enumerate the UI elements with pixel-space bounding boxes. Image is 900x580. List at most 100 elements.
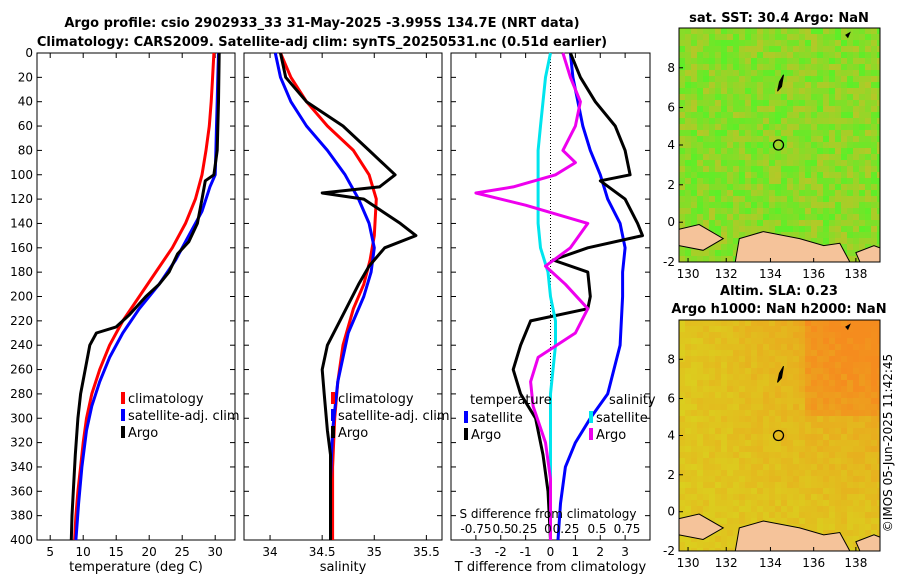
legend-entry: satellite: [596, 411, 648, 426]
y-tick-label: 40: [18, 95, 33, 109]
legend-swatch: [121, 392, 125, 404]
imos-watermark: ©IMOS 05-Jun-2025 11:42:45: [881, 354, 895, 532]
x-tick-label: -1: [520, 545, 532, 559]
x-tick-label: 5: [46, 545, 54, 559]
legend-swatch: [121, 409, 125, 421]
salinity-axis-label: 0: [544, 522, 552, 536]
y-tick-label: 380: [10, 509, 33, 523]
land: [679, 31, 880, 262]
legend-swatch: [331, 426, 335, 438]
series-argo: [69, 52, 221, 541]
legend-entry: satellite: [471, 411, 523, 426]
map-y-tick-label: 2: [667, 178, 675, 192]
legend-entry: satellite-adj. clim: [128, 409, 240, 424]
y-tick-label: 340: [10, 460, 33, 474]
y-tick-label: 280: [10, 387, 33, 401]
legend-salinity-title: salinity: [609, 393, 656, 408]
map-panels: 130 132 134 136 138 8 6 4 2 0 -2 sat. SST: 30.4 Arg…: [663, 11, 887, 570]
x-tick-label: 35: [367, 545, 382, 559]
x-tick-label: 0: [547, 545, 555, 559]
legend-entry: climatology: [338, 392, 414, 407]
y-tick-label: 400: [10, 533, 33, 547]
map-sla: 130 132 134 136 138 8 6 4 2 0 -2 Altim. SLA: 0.23 Ar…: [663, 284, 887, 570]
map-title: sat. SST: 30.4 Argo: NaN: [689, 11, 869, 26]
x-axis-label: T difference from climatology: [454, 560, 647, 575]
y-tick-label: 220: [10, 314, 33, 328]
series-salinity-satellite: [536, 52, 557, 540]
legend-swatch: [589, 411, 593, 423]
legend-swatch: [464, 428, 468, 440]
y-tick-label: 160: [10, 241, 33, 255]
map-y-tick-label: 6: [667, 101, 675, 115]
map-title-line-1: Altim. SLA: 0.23: [720, 284, 838, 299]
legend-swatch: [331, 392, 335, 404]
map-x-tick-label: 138: [844, 556, 867, 570]
axes-box: [36, 52, 236, 541]
legend-entry: Argo: [338, 426, 368, 441]
y-tick-label: 200: [10, 290, 33, 304]
x-tick-label: 35.5: [413, 545, 440, 559]
y-tick-label: 300: [10, 411, 33, 425]
y-tick-label: 240: [10, 338, 33, 352]
y-tick-label: 360: [10, 484, 33, 498]
map-sst: 130 132 134 136 138 8 6 4 2 0 -2 sat. SST: 30.4 Arg…: [663, 11, 881, 281]
x-tick-label: 3: [621, 545, 629, 559]
map-y-tick-label: -2: [663, 255, 675, 269]
salinity-axis-label: 0.25: [553, 522, 580, 536]
map-x-tick-label: 132: [715, 267, 738, 281]
legend-entry: satellite-adj. clim: [338, 409, 450, 424]
x-tick-label: 30: [208, 545, 223, 559]
map-title-line-2: Argo h1000: NaN h2000: NaN: [671, 302, 886, 317]
argo-location-marker: [772, 429, 785, 442]
x-tick-label: 10: [76, 545, 91, 559]
title-line-1: Argo profile: csio 2902933_33 31-May-202…: [64, 16, 579, 31]
map-x-tick-label: 134: [759, 556, 782, 570]
salinity-axis-label: 0.25: [511, 522, 538, 536]
legend-entry: Argo: [128, 426, 158, 441]
y-tick-label: 140: [10, 216, 33, 230]
x-tick-label: 15: [109, 545, 124, 559]
x-tick-label: -2: [495, 545, 507, 559]
map-y-tick-label: 8: [667, 352, 675, 366]
y-tick-label: 80: [18, 143, 33, 157]
x-tick-label: -3: [470, 545, 482, 559]
map-x-tick-label: 136: [802, 556, 825, 570]
series-argo: [279, 52, 418, 540]
x-tick-label: 2: [596, 545, 604, 559]
temperature-profile-panel: 5 10 15 20 25 30 temperature (deg C) 0 20 40 60 80 1…: [10, 46, 240, 575]
x-tick-label: 34: [262, 545, 277, 559]
map-y-tick-label: 4: [667, 429, 675, 443]
map-x-tick-label: 130: [677, 556, 700, 570]
land: [679, 323, 880, 551]
y-tick-label: 320: [10, 436, 33, 450]
map-x-tick-label: 134: [759, 267, 782, 281]
salinity-axis-label: 0.75: [614, 522, 641, 536]
y-tick-label: 20: [18, 70, 33, 84]
salinity-profile-panel: 34 34.5 35 35.5 salinity climatology satellite…: [243, 52, 450, 575]
map-x-tick-label: 136: [802, 267, 825, 281]
y-tick-label: 180: [10, 265, 33, 279]
x-tick-label: 1: [572, 545, 580, 559]
map-y-tick-label: 6: [667, 392, 675, 406]
map-y-tick-label: 8: [667, 61, 675, 75]
argo-location-marker: [772, 139, 785, 151]
legend-swatch: [121, 426, 125, 438]
legend-swatch: [331, 409, 335, 421]
y-tick-label: 0: [25, 46, 33, 60]
salinity-axis-label: -0.75: [460, 522, 491, 536]
x-tick-label: 25: [175, 545, 190, 559]
difference-profile-panel: -3 -2 -1 0 1 2 3T difference from climatology t…: [450, 52, 656, 575]
x-axis-label: salinity: [320, 560, 367, 575]
map-y-tick-label: 0: [667, 215, 675, 229]
legend-temperature-title: temperature: [470, 393, 552, 408]
series-satellite-adj-clim: [273, 52, 376, 540]
legend-swatch: [464, 411, 468, 423]
map-x-tick-label: 138: [844, 267, 867, 281]
salinity-axis-title: S difference from climatology: [460, 507, 637, 521]
title-line-2: Climatology: CARS2009. Satellite-adj cli…: [37, 35, 607, 50]
legend-swatch: [589, 428, 593, 440]
x-tick-label: 20: [142, 545, 157, 559]
